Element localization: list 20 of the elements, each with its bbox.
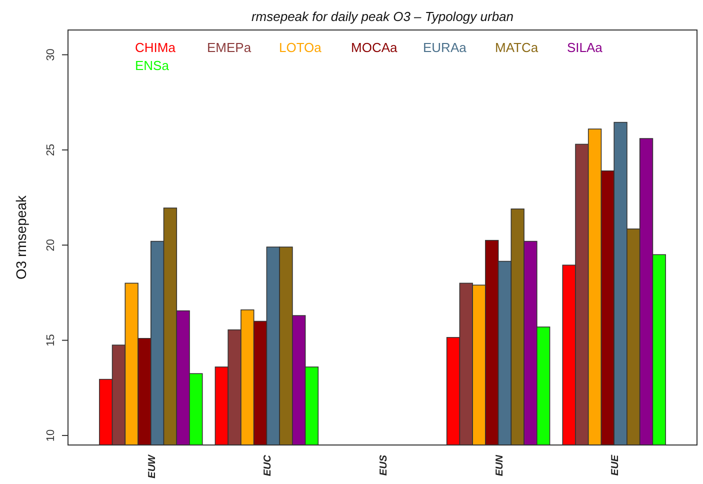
y-tick-label: 30 (45, 48, 57, 61)
text: LOTOa (279, 40, 322, 55)
y-axis-title: O3 rmsepeak (13, 194, 29, 280)
y-tick-label: 10 (45, 429, 57, 442)
text: ENSa (135, 58, 170, 73)
x-tick-label: EUS (378, 454, 390, 476)
x-tick-label: EUE (610, 454, 622, 476)
text: EURAa (423, 40, 468, 55)
y-tick-label: 20 (45, 238, 57, 252)
x-tick-label: EUC (262, 454, 274, 476)
chart-title: rmsepeak for daily peak O3 – Typology urban (251, 9, 514, 24)
text: MATCa (495, 40, 539, 55)
text: CHIMa (135, 40, 176, 55)
text: EMEPa (207, 40, 252, 55)
y-tick-label: 25 (45, 144, 57, 156)
text: MOCAa (351, 40, 398, 55)
y-tick-label: 15 (45, 334, 57, 346)
x-tick-label: EUN (494, 454, 506, 476)
text: SILAa (567, 40, 604, 55)
x-tick-label: EUW (146, 453, 158, 478)
